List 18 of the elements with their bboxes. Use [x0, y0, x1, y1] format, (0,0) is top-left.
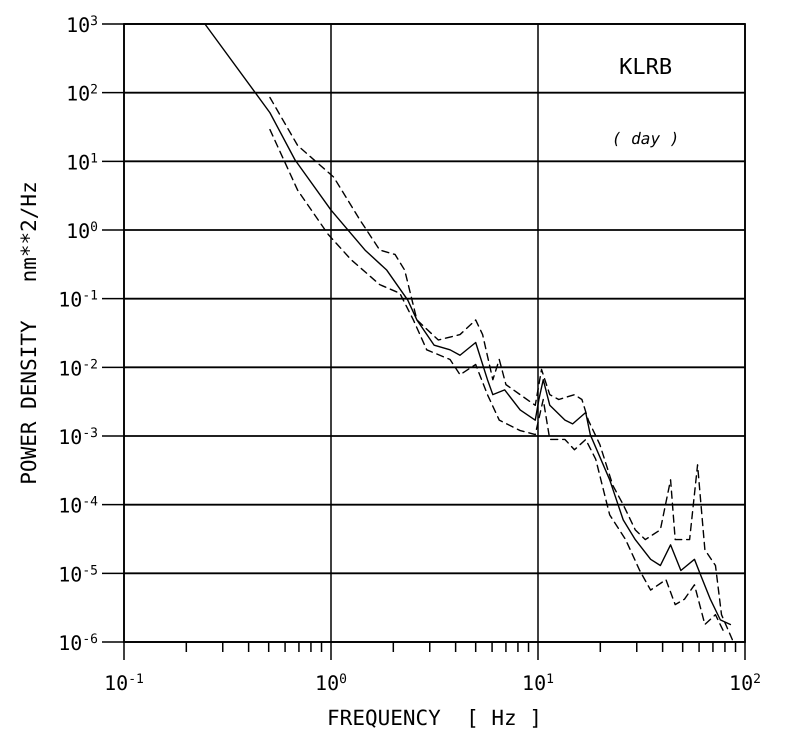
y-tick-label: 10$^{-5}$ [58, 562, 98, 586]
x-axis-title: FREQUENCY [ Hz ] [327, 706, 542, 730]
y-tick-label: 10$^{3}$ [66, 13, 98, 37]
y-tick-label: 10$^{-4}$ [58, 494, 98, 518]
annotation: KLRB [619, 55, 672, 80]
annotation: ( day ) [612, 129, 680, 148]
y-tick-label: 10$^{2}$ [66, 82, 98, 106]
x-tick-label: 10$^{2}$ [729, 671, 761, 695]
y-axis-title: POWER DENSITY nm**2/Hz [17, 181, 41, 485]
x-tick-label: 10$^{0}$ [315, 671, 347, 695]
y-tick-label: 10$^{-1}$ [58, 288, 98, 312]
x-tick-label: 10$^{-1}$ [104, 671, 144, 695]
y-tick-label: 10$^{-2}$ [58, 356, 98, 380]
y-tick-label: 10$^{0}$ [66, 219, 98, 243]
y-tick-label: 10$^{-3}$ [58, 425, 98, 449]
y-tick-label: 10$^{1}$ [66, 150, 98, 174]
y-tick-label: 10$^{-6}$ [58, 631, 98, 655]
x-tick-label: 10$^{1}$ [522, 671, 554, 695]
